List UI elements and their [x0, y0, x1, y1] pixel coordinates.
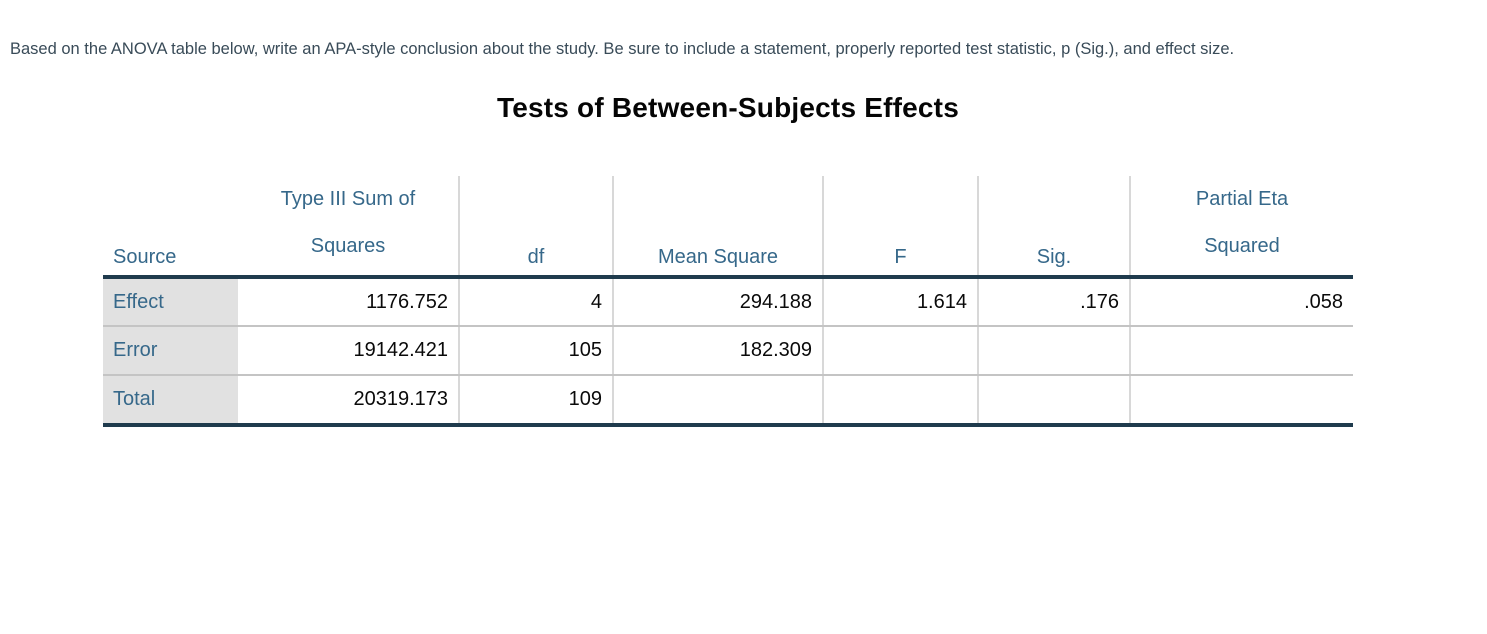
total-sig — [977, 375, 1130, 427]
effect-f: 1.614 — [822, 277, 978, 327]
error-partial-eta-squared — [1129, 326, 1353, 376]
total-partial-eta-squared — [1129, 375, 1353, 427]
question-instruction: Based on the ANOVA table below, write an… — [10, 40, 1235, 58]
error-mean-square: 182.309 — [612, 326, 823, 376]
error-df: 105 — [458, 326, 613, 376]
row-label-effect: Effect — [103, 277, 238, 327]
col-header-f: F — [822, 176, 978, 279]
col-header-df: df — [458, 176, 613, 279]
col-header-source: Source — [103, 176, 238, 279]
error-sum-of-squares: 19142.421 — [238, 326, 459, 376]
total-sum-of-squares: 20319.173 — [238, 375, 459, 427]
effect-sig: .176 — [977, 277, 1130, 327]
anova-table: Source Type III Sum of Squares df Mean S… — [103, 176, 1353, 427]
total-f — [822, 375, 978, 427]
total-mean-square — [612, 375, 823, 427]
col-header-mean-square: Mean Square — [612, 176, 823, 279]
col-header-type-iii-sum-of-squares: Type III Sum of Squares — [238, 176, 459, 279]
table-row-error: Error 19142.421 105 182.309 — [103, 326, 1353, 376]
table-title: Tests of Between-Subjects Effects — [497, 92, 959, 123]
total-df: 109 — [458, 375, 613, 427]
error-f — [822, 326, 978, 376]
row-label-error: Error — [103, 326, 238, 376]
col-header-partial-eta-squared: Partial Eta Squared — [1129, 176, 1353, 279]
effect-sum-of-squares: 1176.752 — [238, 277, 459, 327]
table-row-total: Total 20319.173 109 — [103, 375, 1353, 427]
row-label-total: Total — [103, 375, 238, 427]
effect-partial-eta-squared: .058 — [1129, 277, 1353, 327]
col-header-pes-line2: Squared — [1204, 235, 1280, 257]
table-row-effect: Effect 1176.752 4 294.188 1.614 .176 .05… — [103, 277, 1353, 327]
col-header-type-iii-line2: Squares — [310, 235, 386, 257]
effect-df: 4 — [458, 277, 613, 327]
effect-mean-square: 294.188 — [612, 277, 823, 327]
anova-output-region: Tests of Between-Subjects Effects Source… — [103, 92, 1353, 427]
col-header-pes-line1: Partial Eta — [1195, 188, 1289, 210]
error-sig — [977, 326, 1130, 376]
header-row: Source Type III Sum of Squares df Mean S… — [103, 176, 1353, 279]
col-header-sig: Sig. — [977, 176, 1130, 279]
col-header-type-iii-line1: Type III Sum of — [280, 188, 416, 210]
